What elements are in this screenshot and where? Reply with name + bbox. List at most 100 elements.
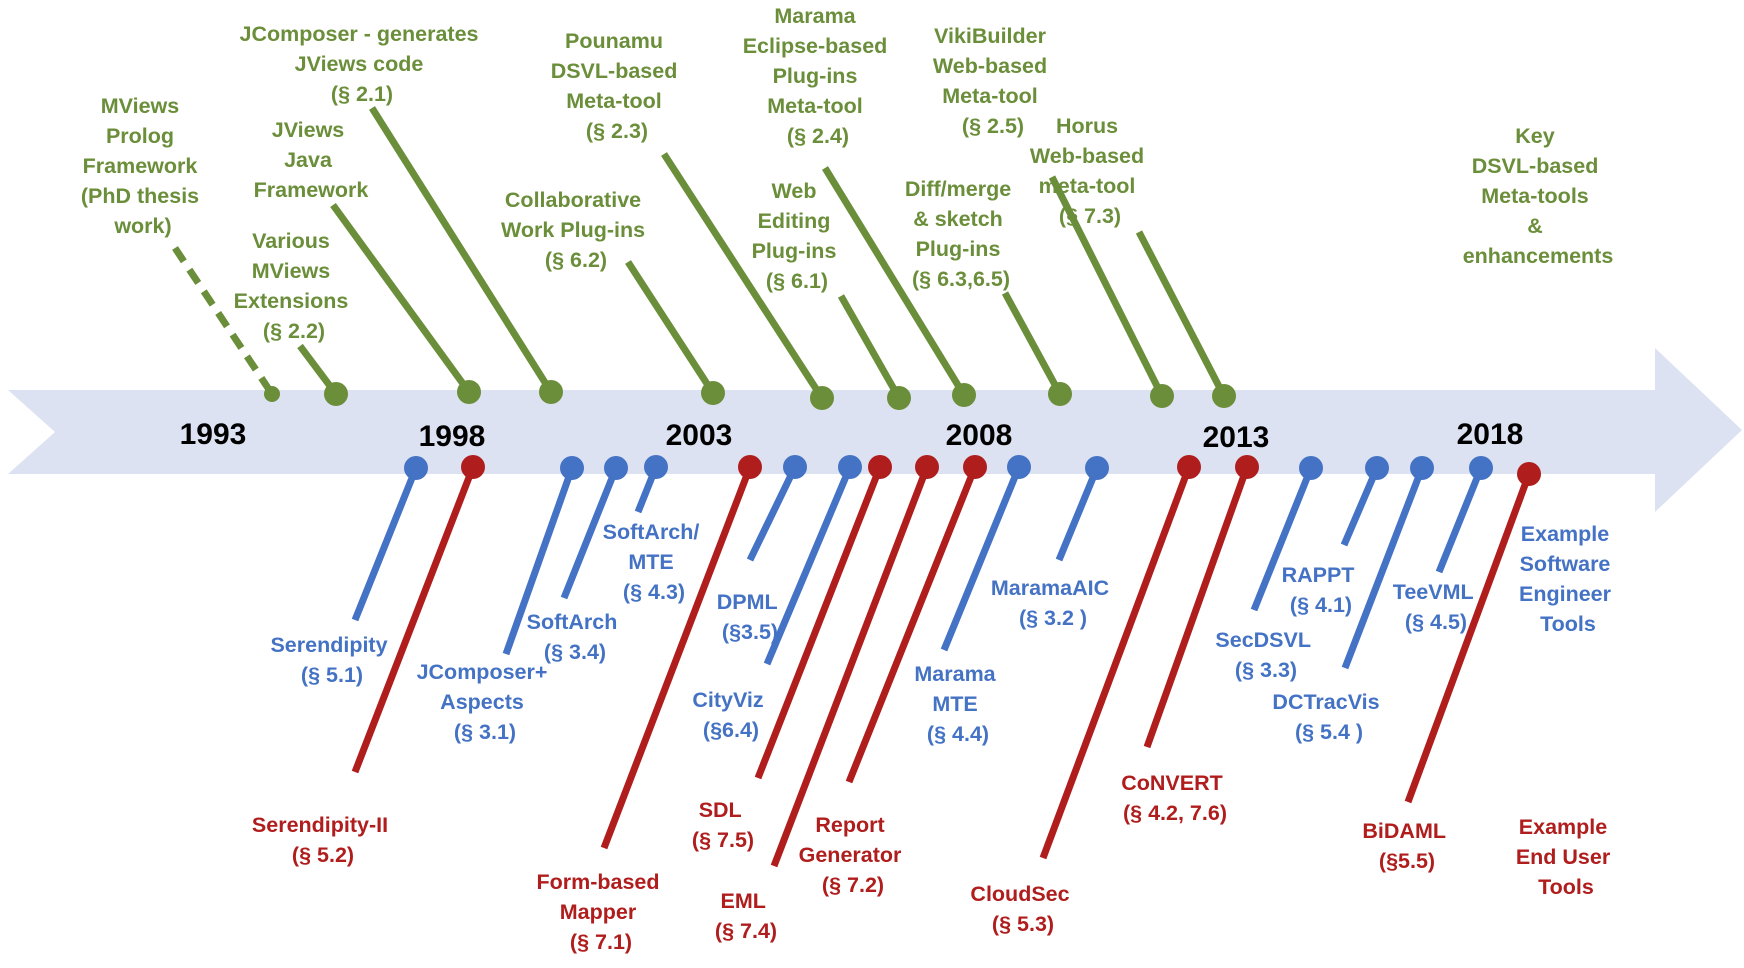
meta-tool-label: VikiBuilder Web-based Meta-tool (§ 2.5) — [933, 24, 1053, 138]
timeline-dot — [1517, 462, 1541, 486]
timeline-dot — [461, 455, 485, 479]
timeline-dot — [810, 386, 834, 410]
connector-line — [351, 466, 420, 622]
connector-line — [351, 465, 477, 774]
year-label: 1998 — [419, 420, 486, 453]
se-tool-label: DCTracVis (§ 5.4 ) — [1272, 690, 1385, 744]
connector-line — [1039, 465, 1193, 860]
connector-line — [940, 465, 1023, 652]
connector-line — [837, 294, 903, 400]
timeline-dot — [324, 382, 348, 406]
timeline-dot — [644, 455, 668, 479]
connector-line — [600, 465, 754, 850]
end-user-tool-label: CloudSec (§ 5.3) — [970, 882, 1075, 936]
end-user-tool-label: Serendipity-II (§ 5.2) — [252, 813, 394, 867]
timeline-dot — [1469, 456, 1493, 480]
connector-line — [1143, 465, 1251, 749]
se-tool-label: Serendipity (§ 5.1) — [270, 633, 393, 687]
timeline-dot — [1177, 455, 1201, 479]
connector-line — [845, 465, 979, 784]
timeline-dot — [887, 386, 911, 410]
connector-line — [754, 465, 884, 780]
connector-line — [661, 152, 825, 400]
connector-line — [822, 166, 967, 397]
connector-line — [1048, 175, 1166, 398]
timeline-dot — [1007, 455, 1031, 479]
connector-line — [1250, 466, 1315, 612]
timeline-dot — [1048, 382, 1072, 406]
meta-tool-label: Web Editing Plug-ins (§ 6.1) — [752, 179, 843, 293]
timeline-dot — [1150, 384, 1174, 408]
legend-meta-tools: Key DSVL-based Meta-tools & enhancements — [1463, 124, 1614, 268]
timeline-dot — [560, 456, 584, 480]
connector-line — [502, 466, 576, 656]
se-tool-label: Marama MTE (§ 4.4) — [914, 662, 1001, 746]
connector-line — [560, 466, 620, 600]
end-user-tool-label: CoNVERT (§ 4.2, 7.6) — [1121, 771, 1229, 825]
connector-line — [763, 465, 854, 666]
meta-tool-label: Various MViews Extensions (§ 2.2) — [234, 229, 355, 343]
se-tool-label: MaramaAIC (§ 3.2 ) — [991, 576, 1115, 630]
year-label: 2018 — [1457, 418, 1524, 451]
end-user-tool-label: EML (§ 7.4) — [715, 889, 777, 943]
year-label: 1993 — [180, 418, 247, 451]
meta-tool-label: Diff/merge & sketch Plug-ins (§ 6.3,6.5) — [905, 177, 1017, 291]
connector-line — [1404, 472, 1533, 804]
timeline-dot — [539, 380, 563, 404]
year-label: 2008 — [946, 419, 1013, 452]
se-tool-label: SecDSVL (§ 3.3) — [1215, 628, 1316, 682]
timeline-dot — [1235, 455, 1259, 479]
se-tool-label: JComposer+ Aspects (§ 3.1) — [417, 660, 554, 744]
timeline-dot — [952, 383, 976, 407]
timeline-dot — [838, 455, 862, 479]
legend-end-user-tools: Example End User Tools — [1516, 815, 1616, 899]
timeline-dot — [963, 455, 987, 479]
year-label: 2013 — [1203, 421, 1270, 454]
se-tool-label: TeeVML (§ 4.5) — [1393, 580, 1479, 634]
connector-line — [1135, 230, 1228, 398]
meta-tool-label: JViews Java Framework — [254, 118, 369, 202]
timeline-dot — [701, 381, 725, 405]
timeline-dot — [1212, 384, 1236, 408]
end-user-tool-label: Form-based Mapper (§ 7.1) — [536, 870, 665, 954]
meta-tool-label: Marama Eclipse-based Plug-ins Meta-tool … — [743, 4, 894, 148]
meta-tool-label: Collaborative Work Plug-ins (§ 6.2) — [501, 188, 651, 272]
year-label: 2003 — [666, 419, 733, 452]
connector-line — [1435, 466, 1485, 574]
connector-line — [369, 106, 554, 394]
connector-line — [746, 465, 799, 562]
legend-se-tools: Example Software Engineer Tools — [1519, 522, 1617, 636]
meta-tool-label: Horus Web-based meta-tool (§ 7.3) — [1030, 114, 1150, 228]
connector-line — [1340, 466, 1381, 547]
se-tool-label: SoftArch (§ 3.4) — [527, 610, 624, 664]
connector-line — [1001, 291, 1064, 396]
meta-tool-label: JComposer - generates JViews code (§ 2.1… — [240, 22, 485, 106]
timeline-dot — [868, 455, 892, 479]
timeline-dot — [604, 456, 628, 480]
connector-line — [770, 465, 931, 868]
meta-tool-label: Pounamu DSVL-based Meta-tool (§ 2.3) — [551, 29, 684, 143]
se-tool-label: RAPPT (§ 4.1) — [1282, 563, 1361, 617]
se-tool-label: CityViz (§6.4) — [692, 688, 769, 742]
timeline-dot — [404, 456, 428, 480]
connector-line — [172, 246, 275, 396]
timeline-dot — [457, 380, 481, 404]
timeline-dot — [1085, 456, 1109, 480]
connector-line — [625, 260, 716, 395]
se-tool-label: SoftArch/ MTE (§ 4.3) — [603, 520, 706, 604]
connector-line — [330, 202, 472, 395]
meta-tool-label: MViews Prolog Framework (PhD thesis work… — [81, 94, 205, 238]
end-user-tool-label: SDL (§ 7.5) — [692, 798, 754, 852]
timeline-dot — [264, 386, 280, 402]
timeline-dot — [738, 455, 762, 479]
end-user-tool-label: BiDAML (§5.5) — [1362, 819, 1451, 873]
timeline-dot — [1410, 456, 1434, 480]
timeline-dot — [783, 455, 807, 479]
timeline-dot — [1299, 456, 1323, 480]
end-user-tool-label: Report Generator (§ 7.2) — [799, 813, 908, 897]
se-tool-label: DPML (§3.5) — [717, 590, 784, 644]
timeline-dot — [915, 455, 939, 479]
timeline-dot — [1365, 456, 1389, 480]
